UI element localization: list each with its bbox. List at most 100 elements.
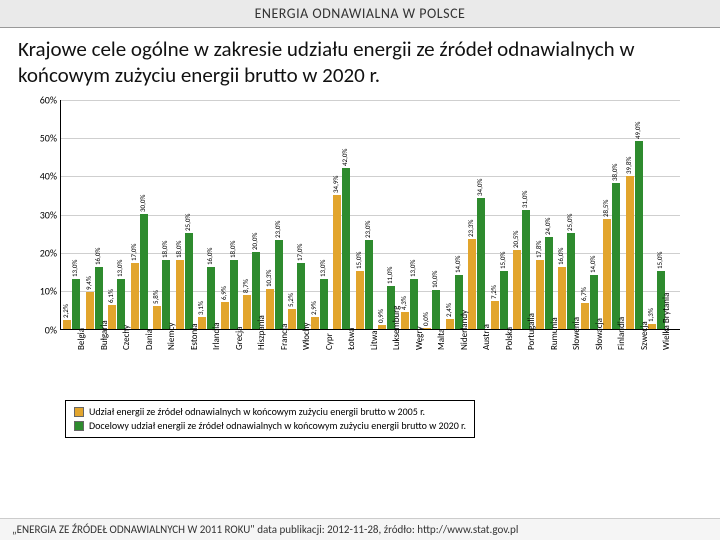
bar-value-label: 18,0% (174, 240, 183, 257)
bar: 18,0% (162, 260, 170, 329)
bar-value-label: 16,0% (556, 248, 565, 265)
bar-value-label: 13,0% (70, 259, 79, 276)
legend-row: Udział energii ze źródeł odnawialnych w … (74, 405, 466, 419)
footer-band: „ENERGIA ZE ŹRÓDEŁ ODNAWIALNYCH W 2011 R… (0, 518, 720, 540)
x-tick-label: Niemcy (166, 332, 177, 350)
bar-value-label: 24,0% (543, 217, 552, 234)
bar: 15,0% (500, 271, 508, 329)
bar-value-label: 39,8% (624, 157, 633, 174)
bar: 28,5% (603, 219, 611, 328)
x-tick-label: Wielka Brytania (661, 332, 672, 350)
country-group: 2,9%13,0% (311, 279, 329, 329)
x-tick-label: Finlandia (616, 332, 627, 350)
bar: 9,4% (86, 292, 94, 328)
x-axis-labels: BelgiaBułgariaCzechyDaniaNiemcyEstoniaIr… (62, 332, 665, 343)
bar: 38,0% (612, 183, 620, 329)
bar-value-label: 11,0% (385, 267, 394, 284)
bar: 15,0% (356, 271, 364, 329)
bar: 5,8% (153, 306, 161, 328)
bar: 24,0% (545, 237, 553, 329)
bar-value-label: 16,0% (205, 248, 214, 265)
bar: 34,0% (477, 198, 485, 328)
bar-value-label: 2,2% (61, 304, 70, 318)
legend-swatch (74, 407, 84, 417)
bar-value-label: 18,0% (228, 240, 237, 257)
title-area: Krajowe cele ogólne w zakresie udziału e… (0, 28, 720, 95)
footer-text: „ENERGIA ZE ŹRÓDEŁ ODNAWIALNYCH W 2011 R… (12, 523, 518, 536)
x-tick-label: Luksemburg (391, 332, 402, 350)
legend-label: Udział energii ze źródeł odnawialnych w … (89, 405, 425, 419)
x-tick-label: Austria (481, 332, 492, 350)
country-group: 23,3%34,0% (468, 198, 486, 328)
x-tick-label: Portugalia (526, 332, 537, 350)
bar: 0,9% (378, 325, 386, 328)
bar: 42,0% (342, 168, 350, 329)
bar: 2,4% (446, 319, 454, 328)
country-group: 10,3%23,0% (266, 240, 284, 328)
bar: 39,8% (626, 176, 634, 329)
bar-value-label: 3,1% (196, 301, 205, 315)
bar-value-label: 6,9% (219, 286, 228, 300)
country-group: 20,5%31,0% (513, 210, 531, 329)
bar-value-label: 23,0% (273, 221, 282, 238)
bar: 30,0% (140, 214, 148, 329)
bar-value-label: 5,8% (151, 290, 160, 304)
country-group: 17,0%30,0% (131, 214, 149, 329)
bar-value-label: 17,0% (129, 244, 138, 261)
bar: 13,0% (320, 279, 328, 329)
bar-value-label: 1,3% (646, 308, 655, 322)
country-group: 5,8%18,0% (153, 260, 171, 329)
bar-value-label: 49,0% (633, 121, 642, 138)
x-tick-label: Niderlandy (459, 332, 470, 350)
x-tick-label: Łotwa (346, 332, 357, 350)
y-tick-label: 40% (27, 170, 57, 183)
bar-value-label: 23,3% (466, 220, 475, 237)
bar-value-label: 15,0% (354, 252, 363, 269)
country-group: 39,8%49,0% (626, 141, 644, 329)
bar-value-label: 20,0% (250, 232, 259, 249)
bar-value-label: 13,0% (318, 259, 327, 276)
chart-container: 0%10%20%30%40%50%60%2,2%13,0%9,4%16,0%6,… (20, 95, 700, 435)
x-tick-label: Estonia (189, 332, 200, 350)
bar: 2,2% (63, 320, 71, 328)
bar: 25,0% (567, 233, 575, 329)
y-tick-label: 20% (27, 246, 57, 259)
x-tick-label: Grecja (234, 332, 245, 350)
bar-value-label: 14,0% (453, 255, 462, 272)
bar-value-label: 14,0% (588, 255, 597, 272)
bar-value-label: 34,9% (331, 175, 340, 192)
x-tick-label: Polska (504, 332, 515, 350)
x-tick-label: Włochy (301, 332, 312, 350)
y-tick-label: 50% (27, 131, 57, 144)
x-tick-label: Litwa (369, 332, 380, 350)
bar-value-label: 2,4% (444, 303, 453, 317)
bar: 23,0% (365, 240, 373, 328)
country-group: 34,9%42,0% (333, 168, 351, 329)
bar: 13,0% (410, 279, 418, 329)
bar: 34,9% (333, 195, 341, 329)
bar: 8,7% (243, 295, 251, 328)
y-tick-label: 0% (27, 323, 57, 336)
x-tick-label: Francja (279, 332, 290, 350)
bar: 49,0% (635, 141, 643, 329)
legend-label: Docelowy udział energii ze źródeł odnawi… (89, 419, 466, 433)
bar-value-label: 10,0% (430, 271, 439, 288)
bar-value-label: 34,0% (475, 179, 484, 196)
country-group: 2,2%13,0% (63, 279, 81, 329)
country-group: 18,0%25,0% (176, 233, 194, 329)
country-group: 16,0%25,0% (558, 233, 576, 329)
country-group: 4,3%13,0% (401, 279, 419, 329)
x-tick-label: Rumunia (549, 332, 560, 350)
x-tick-label: Hiszpania (256, 332, 267, 350)
bar: 16,0% (207, 267, 215, 328)
bar-value-label: 17,0% (295, 244, 304, 261)
bar-value-label: 28,5% (601, 200, 610, 217)
x-tick-label: Słowenia (571, 332, 582, 350)
bar-value-label: 16,0% (93, 248, 102, 265)
bar: 17,0% (297, 263, 305, 328)
country-group: 6,1%13,0% (108, 279, 126, 329)
bar-value-label: 6,1% (106, 289, 115, 303)
bar: 25,0% (185, 233, 193, 329)
x-tick-label: Cypr (324, 332, 335, 350)
header-band: ENERGIA ODNAWIALNA W POLSCE (0, 0, 720, 28)
